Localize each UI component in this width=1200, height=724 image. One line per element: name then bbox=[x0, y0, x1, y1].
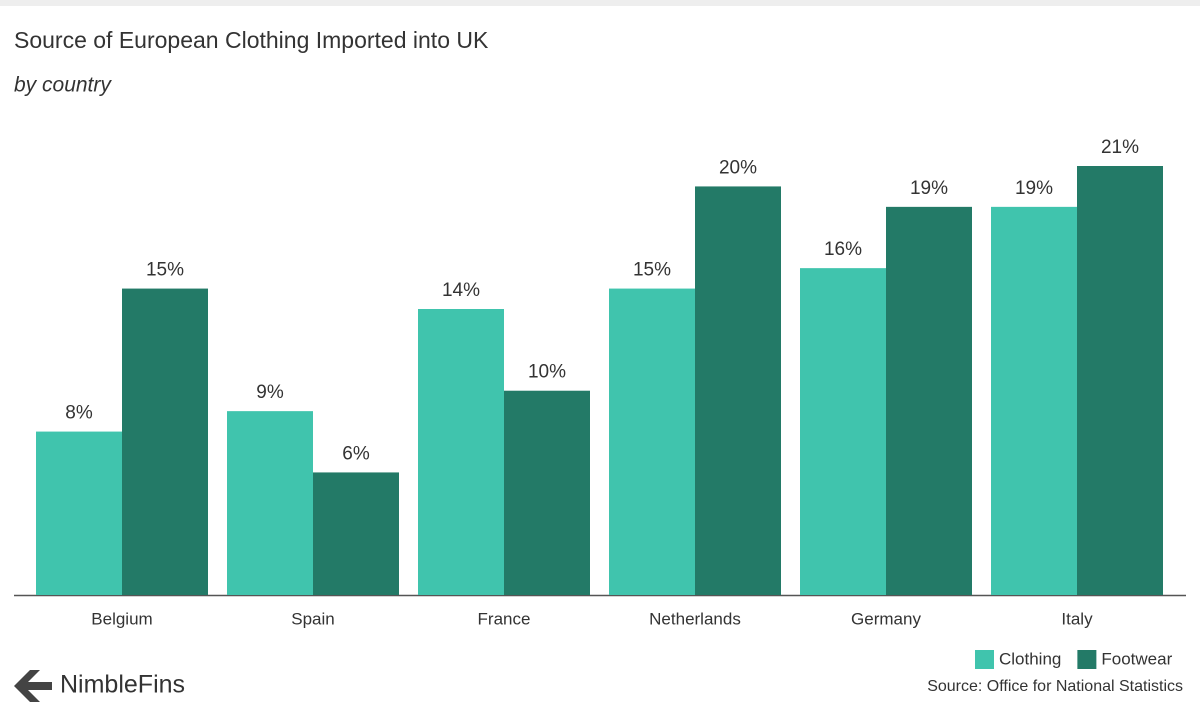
source-note: Source: Office for National Statistics bbox=[927, 678, 1183, 695]
x-tick-label: Spain bbox=[291, 609, 334, 628]
value-label: 10% bbox=[528, 362, 566, 383]
x-tick-label: Belgium bbox=[91, 609, 152, 628]
bar bbox=[1077, 166, 1163, 595]
bar bbox=[418, 309, 504, 595]
value-label: 20% bbox=[719, 157, 757, 178]
legend-swatch bbox=[975, 650, 994, 669]
chart-subtitle: by country bbox=[14, 74, 112, 97]
chart-title: Source of European Clothing Imported int… bbox=[14, 27, 489, 53]
value-label: 21% bbox=[1101, 137, 1139, 158]
bar bbox=[886, 206, 972, 595]
brand-logo bbox=[14, 670, 52, 702]
bar bbox=[122, 288, 208, 595]
value-label: 15% bbox=[146, 260, 184, 281]
bar bbox=[609, 288, 695, 595]
x-tick-label: Netherlands bbox=[649, 609, 741, 628]
brand-name: NimbleFins bbox=[60, 671, 185, 699]
value-label: 8% bbox=[65, 403, 93, 424]
legend-label: Clothing bbox=[999, 649, 1061, 668]
value-label: 15% bbox=[633, 260, 671, 281]
x-tick-label: Italy bbox=[1061, 609, 1093, 628]
x-tick-label: France bbox=[478, 609, 531, 628]
bar bbox=[991, 206, 1077, 595]
bar bbox=[800, 268, 886, 595]
legend-swatch bbox=[1077, 650, 1097, 669]
value-label: 16% bbox=[824, 239, 862, 260]
bar bbox=[504, 390, 590, 595]
bar bbox=[695, 186, 781, 595]
legend-label: Footwear bbox=[1101, 649, 1172, 668]
value-label: 19% bbox=[1015, 178, 1053, 199]
value-label: 6% bbox=[342, 443, 370, 464]
bar bbox=[36, 431, 122, 595]
top-band bbox=[0, 0, 1200, 6]
value-label: 19% bbox=[910, 178, 948, 199]
x-tick-label: Germany bbox=[851, 609, 921, 628]
bar bbox=[227, 411, 313, 595]
value-label: 9% bbox=[256, 382, 284, 403]
value-label: 14% bbox=[442, 280, 480, 301]
bar bbox=[313, 472, 399, 595]
